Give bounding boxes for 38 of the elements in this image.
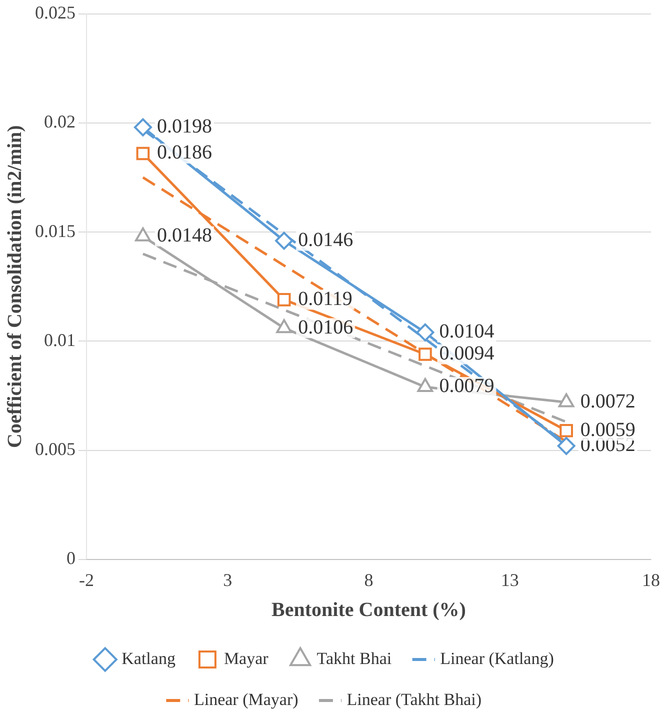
data-label: 0.0079 <box>439 375 494 398</box>
legend-label: Mayar <box>224 648 269 668</box>
legend-label: Linear (Mayar) <box>194 690 298 709</box>
x-tick-label: 3 <box>223 570 232 590</box>
legend-label: Linear (Takht Bhai) <box>346 690 482 709</box>
x-tick-label: -2 <box>79 570 94 590</box>
point <box>418 348 432 361</box>
data-label: 0.0148 <box>156 224 212 247</box>
legend-label: Takht Bhai <box>316 648 392 668</box>
legend-label: Katlang <box>122 648 176 668</box>
y-tick-label: 0 <box>66 548 76 568</box>
y-tick-label: 0.01 <box>44 330 76 350</box>
point <box>277 293 291 306</box>
y-axis-title: Coefficient of Consolidation (in2/min) <box>4 125 26 448</box>
y-tick-label: 0.02 <box>44 112 76 132</box>
point <box>134 118 152 136</box>
x-tick-label: 18 <box>642 570 660 590</box>
legend-label: Linear (Katlang) <box>440 648 554 668</box>
point <box>275 232 294 250</box>
data-label: 0.0106 <box>298 316 354 338</box>
data-label: 0.0186 <box>156 142 212 164</box>
data-label: 0.0146 <box>298 229 354 252</box>
x-tick-label: 8 <box>364 570 374 590</box>
point <box>557 436 576 455</box>
y-tick-label: 0.005 <box>35 439 76 460</box>
data-label: 0.0104 <box>439 320 494 343</box>
point <box>416 323 434 342</box>
data-label: 0.0094 <box>439 342 494 365</box>
data-label: 0.0072 <box>580 390 636 413</box>
point <box>560 424 573 438</box>
data-label: 0.0059 <box>580 418 636 441</box>
x-tick-label: 13 <box>500 570 519 590</box>
point <box>136 146 150 160</box>
y-tick-label: 0.025 <box>35 2 76 23</box>
y-tick-label: 0.015 <box>35 220 76 241</box>
data-label: 0.0119 <box>298 288 352 310</box>
x-axis-title: Bentonite Content (%) <box>272 599 466 622</box>
data-label: 0.0198 <box>156 116 212 138</box>
